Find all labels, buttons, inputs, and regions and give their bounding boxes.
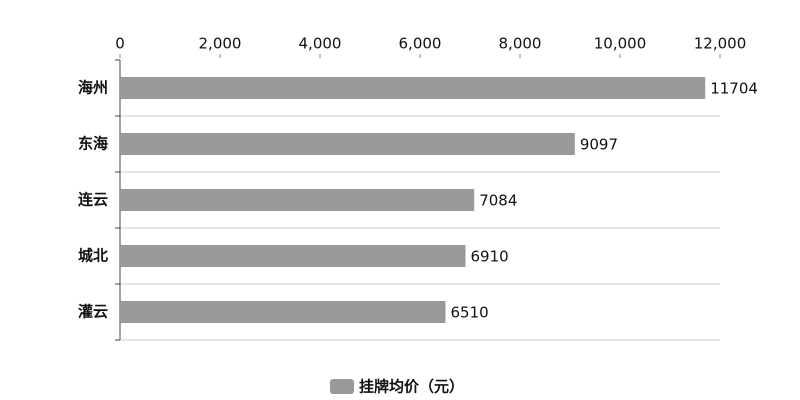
x-tick-label: 2,000 xyxy=(199,35,242,53)
x-tick-label: 12,000 xyxy=(694,35,747,53)
x-tick-label: 10,000 xyxy=(594,35,647,53)
value-label: 9097 xyxy=(580,136,618,154)
x-tick-label: 6,000 xyxy=(399,35,442,53)
bar xyxy=(120,77,706,99)
value-label: 7084 xyxy=(479,192,517,210)
y-tick-label: 东海 xyxy=(78,135,108,153)
y-tick-label: 城北 xyxy=(78,247,108,265)
legend-label: 挂牌均价（元） xyxy=(359,378,464,396)
bar xyxy=(120,189,475,211)
y-tick-label: 连云 xyxy=(78,191,108,209)
x-tick-label: 0 xyxy=(115,35,125,53)
x-tick-label: 4,000 xyxy=(299,35,342,53)
legend-swatch xyxy=(330,379,354,394)
bar xyxy=(120,133,575,155)
x-tick-label: 8,000 xyxy=(499,35,542,53)
bar xyxy=(120,301,446,323)
y-tick-label: 海州 xyxy=(78,79,108,97)
bar xyxy=(120,245,466,267)
value-label: 11704 xyxy=(710,80,758,98)
y-tick-label: 灌云 xyxy=(78,303,108,321)
value-label: 6910 xyxy=(471,248,509,266)
value-label: 6510 xyxy=(451,304,489,322)
